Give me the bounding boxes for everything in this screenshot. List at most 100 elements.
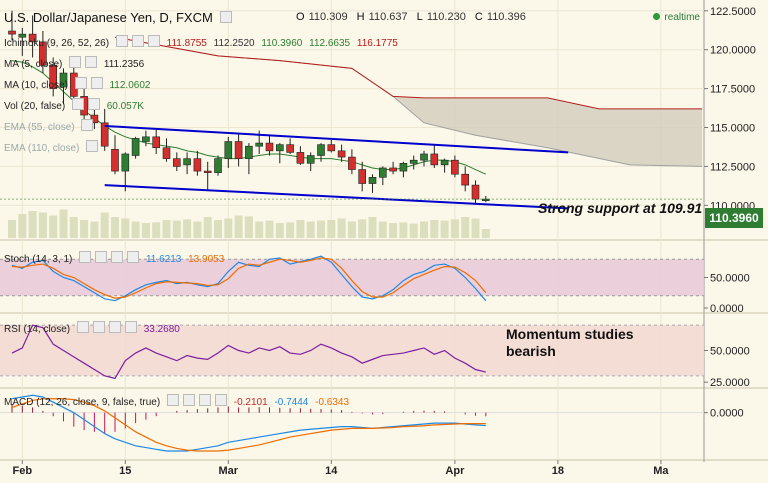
ichimoku-label: Ichimoku (9, 26, 52, 26): [4, 38, 110, 49]
volume-bar: [234, 215, 243, 238]
candle-body: [173, 158, 181, 167]
legend-ichimoku[interactable]: Ichimoku (9, 26, 52, 26) 111.8755 112.25…: [4, 35, 402, 49]
x-tick-label: 15: [119, 465, 131, 477]
volume-bar: [193, 221, 202, 238]
ichimoku-value-1: 111.8755: [166, 38, 207, 49]
current-price-tag: 110.3960: [705, 208, 763, 228]
candle-body: [39, 41, 47, 66]
settings-icon[interactable]: [131, 35, 144, 47]
volume-bar: [131, 221, 140, 238]
volume-bar: [121, 218, 130, 238]
rsi-label: RSI (14, close): [4, 324, 71, 335]
eye-icon[interactable]: [79, 251, 92, 263]
candle-body: [275, 144, 284, 152]
candle-body: [471, 184, 480, 200]
volume-bar: [275, 223, 284, 238]
macd-label: MACD (12, 26, close, 9, false, true): [4, 397, 161, 408]
symbol-title: U.S. Dollar/Japanese Yen, D, FXCM: [4, 10, 213, 25]
eye-icon[interactable]: [86, 140, 99, 152]
candle-body: [131, 138, 140, 156]
candle-body: [399, 162, 408, 172]
momentum-line-1: Momentum studies: [506, 326, 634, 342]
x-tick-label: Apr: [445, 465, 465, 477]
low-label: L: [416, 11, 423, 23]
high-label: H: [356, 11, 365, 23]
candle-body: [368, 177, 377, 184]
settings-icon[interactable]: [92, 321, 105, 333]
candle-body: [214, 158, 222, 173]
settings-icon[interactable]: [182, 394, 195, 406]
eye-icon[interactable]: [69, 56, 82, 68]
legend-ema55[interactable]: EMA (55, close): [4, 119, 97, 133]
realtime-indicator[interactable]: realtime: [653, 12, 700, 23]
candle-body: [430, 153, 439, 166]
close-icon[interactable]: [147, 35, 160, 47]
more-icon[interactable]: [214, 394, 227, 406]
volume-bar: [265, 220, 274, 238]
ma10-label: MA (10, close): [4, 80, 68, 91]
close-icon[interactable]: [198, 394, 211, 406]
eye-icon[interactable]: [71, 98, 84, 110]
volume-bar: [203, 217, 212, 238]
eye-icon[interactable]: [115, 35, 128, 47]
legend-stoch[interactable]: Stoch (14, 3, 1) 11.6213 13.9053: [4, 251, 228, 265]
candle-body: [90, 114, 99, 124]
volume-bar: [111, 217, 119, 238]
legend-volume[interactable]: Vol (20, false) 60.057K: [4, 98, 148, 112]
candle-body: [18, 33, 27, 38]
more-icon[interactable]: [124, 321, 137, 333]
volume-bar: [378, 221, 387, 238]
x-tick-label: Mar: [219, 465, 239, 477]
senkou-span-b: [114, 36, 703, 110]
legend-ema110[interactable]: EMA (110, close): [4, 140, 102, 154]
eye-icon[interactable]: [74, 77, 87, 89]
x-tick-label: 14: [325, 465, 338, 477]
settings-icon[interactable]: [87, 98, 100, 110]
ichimoku-value-4: 112.6635: [309, 38, 351, 49]
settings-icon[interactable]: [220, 11, 233, 23]
close-icon[interactable]: [108, 321, 121, 333]
channel-upper-line: [104, 124, 569, 154]
legend-macd[interactable]: MACD (12, 26, close, 9, false, true) -0.…: [4, 394, 353, 408]
close-icon[interactable]: [111, 251, 124, 263]
volume-bar: [172, 220, 181, 238]
volume-bar: [420, 221, 428, 238]
ichimoku-value-5: 116.1775: [356, 38, 398, 49]
candle-body: [348, 156, 356, 170]
stoch-d-line: [11, 257, 487, 299]
candle-body: [100, 122, 109, 147]
ohlc-readout: O 110.309 H 110.637 L 110.230 C 110.396: [296, 11, 532, 23]
settings-icon[interactable]: [95, 251, 108, 263]
volume-bar: [152, 222, 161, 238]
stoch-label: Stoch (14, 3, 1): [4, 254, 73, 265]
volume-bar: [38, 212, 47, 238]
settings-icon[interactable]: [90, 77, 103, 89]
volume-bar: [141, 223, 150, 238]
legend-rsi[interactable]: RSI (14, close) 33.2680: [4, 321, 184, 335]
ema110-label: EMA (110, close): [4, 143, 80, 154]
eye-icon[interactable]: [76, 321, 89, 333]
eye-icon[interactable]: [81, 119, 94, 131]
momentum-line-2: bearish: [506, 343, 556, 359]
stoch-d-value: 13.9053: [188, 254, 225, 265]
candle-body: [265, 142, 274, 152]
candle-body: [286, 144, 294, 153]
volume-bar: [337, 218, 346, 238]
momentum-annotation: Momentum studies bearish: [506, 326, 634, 360]
legend-ma5[interactable]: MA (5, close) 111.2356: [4, 56, 148, 70]
more-icon[interactable]: [127, 251, 140, 263]
volume-bar: [389, 223, 398, 238]
legend-ma10[interactable]: MA (10, close) 112.0602: [4, 77, 154, 91]
eye-icon[interactable]: [166, 394, 179, 406]
candle-body: [409, 159, 418, 164]
candle-body: [183, 158, 191, 166]
macd-hist-value: -0.2101: [233, 397, 268, 408]
y-tick-label: 112.5000: [710, 161, 755, 173]
channel-lower-line: [104, 184, 569, 210]
candle-body: [451, 159, 459, 175]
settings-icon[interactable]: [85, 56, 98, 68]
rsi-band: [0, 325, 704, 376]
candle-body: [327, 144, 336, 152]
volume-value: 60.057K: [106, 101, 144, 112]
